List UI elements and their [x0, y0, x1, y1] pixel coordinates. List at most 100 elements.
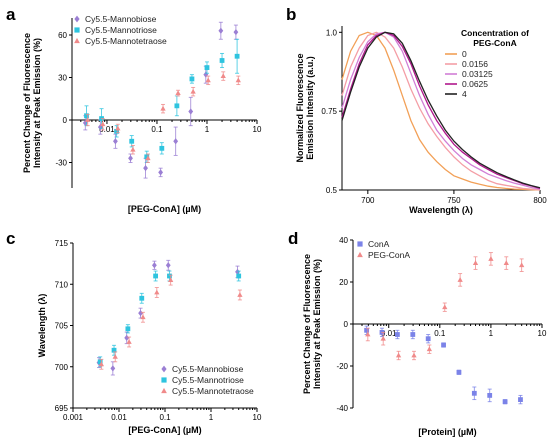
data-point	[143, 165, 148, 172]
data-point	[159, 145, 165, 151]
x-tick-label: 0.001	[63, 413, 84, 422]
legend-entry: ConA	[368, 239, 390, 249]
x-tick-label: 700	[361, 196, 375, 205]
data-point	[128, 155, 133, 162]
x-tick-label: 0.01	[99, 125, 115, 134]
data-point	[472, 260, 479, 266]
data-point	[205, 77, 211, 83]
y-tick-label: 705	[55, 322, 69, 331]
data-point	[158, 169, 164, 176]
y-tick-label: 700	[55, 363, 69, 372]
legend-title-line1: Concentration of	[461, 28, 529, 38]
data-point	[395, 352, 402, 358]
series-line-0-0625	[341, 31, 541, 190]
panel-letter-b: b	[286, 5, 296, 24]
x-tick-label: 0.1	[151, 125, 163, 134]
data-point	[410, 332, 416, 337]
series-cy5-5-mannotriose	[84, 38, 240, 163]
data-point	[364, 327, 370, 333]
y-axis-label-line2: Emission Intensity (a.u.)	[305, 56, 315, 160]
data-point	[426, 346, 433, 352]
data-point	[153, 273, 159, 279]
data-point	[456, 369, 462, 375]
data-point	[190, 88, 196, 94]
data-point	[167, 273, 172, 279]
data-point	[129, 138, 135, 144]
data-point	[365, 331, 371, 337]
y-axis-label-text: Percent Change of FluorescenceIntensity …	[302, 254, 322, 394]
y-axis-label-line2: Intensity at Peak Emission (%)	[32, 38, 42, 168]
data-point	[234, 53, 240, 59]
y-tick-label: 30	[58, 74, 67, 83]
data-point	[168, 277, 174, 283]
data-point	[219, 58, 225, 63]
legend-entry: 4	[462, 89, 467, 99]
x-tick-label: 1	[209, 413, 214, 422]
legend-entry: Cy5.5-Mannobiose	[172, 364, 244, 374]
data-point	[160, 105, 166, 111]
data-point	[218, 27, 224, 34]
panel-b-chart: 0.5 0.75 1.0 700 750 800 Wavelength (λ) Normali…	[295, 26, 547, 215]
data-point	[126, 339, 132, 344]
data-point	[471, 390, 477, 396]
x-tick-label: 0.01	[381, 329, 397, 338]
data-point	[235, 77, 241, 83]
legend-entry: Cy5.5-Mannotriose	[85, 25, 157, 35]
legend-title: Concentration of PEG-ConA	[461, 28, 529, 48]
legend-entry: 0.0156	[462, 59, 488, 69]
panel-c-chart: 695 700 705 710 715 0.001 0.01 0.1 1 10 [PEG-ConA]…	[37, 239, 262, 435]
data-point	[97, 123, 103, 131]
y-tick-label: 0.5	[326, 186, 338, 195]
data-point	[139, 295, 145, 301]
data-point	[130, 146, 136, 152]
y-tick-label: -20	[336, 362, 348, 371]
series-line-4	[341, 31, 541, 189]
data-point	[518, 397, 523, 402]
x-tick-label: 0.01	[111, 413, 127, 422]
data-point	[204, 65, 210, 70]
data-point	[152, 262, 157, 269]
x-tick-label: 10	[538, 329, 547, 338]
data-point	[165, 262, 171, 269]
data-point	[237, 292, 243, 297]
series-peg-cona	[365, 252, 525, 361]
data-point	[442, 304, 448, 310]
y-axis-label-line2: Intensity at Peak Emission (%)	[312, 259, 322, 389]
y-tick-label: 60	[58, 31, 67, 40]
y-axis-label-line1: Percent Change of Fluorescence	[302, 254, 312, 394]
panel-letter-d: d	[288, 229, 298, 248]
data-point	[113, 138, 118, 145]
y-axis-label: Percent Change of FluorescenceIntensity …	[302, 254, 322, 394]
y-tick-label: 710	[55, 280, 69, 289]
data-point	[236, 273, 242, 279]
legend-marker	[357, 251, 363, 258]
x-axis-label: [Protein] (µM)	[418, 427, 476, 437]
data-point	[189, 76, 195, 82]
legend: Cy5.5-MannobioseCy5.5-MannotrioseCy5.5-M…	[161, 364, 254, 396]
legend-entry: Cy5.5-Mannotetraose	[172, 386, 254, 396]
data-point	[488, 256, 494, 261]
y-tick-label: 40	[339, 236, 348, 245]
data-point	[154, 289, 160, 295]
y-axis-label-text: Normalized FluorescenceEmission Intensit…	[295, 53, 315, 162]
data-point	[84, 113, 89, 119]
series-line-0	[341, 31, 541, 191]
x-tick-label: 1	[489, 329, 494, 338]
legend-marker	[74, 37, 80, 44]
data-point	[85, 117, 91, 122]
y-axis-label-line1: Normalized Fluorescence	[295, 53, 305, 162]
data-point	[175, 90, 181, 96]
data-point	[220, 73, 226, 79]
x-tick-label: 10	[253, 413, 262, 422]
legend-entry: 0.0625	[462, 79, 488, 89]
data-point	[124, 334, 130, 341]
panel-a-chart: -30 0 30 60 0.01 0.1 1 10 [PEG-ConA] (µM) Percent…	[22, 14, 262, 214]
y-tick-label: 20	[339, 278, 348, 287]
y-tick-label: 1.0	[326, 28, 338, 37]
data-point	[110, 365, 116, 372]
series-cy5-5-mannotriose	[97, 270, 242, 368]
legend-title-line2: PEG-ConA	[473, 38, 516, 48]
legend-entry: PEG-ConA	[368, 250, 410, 260]
